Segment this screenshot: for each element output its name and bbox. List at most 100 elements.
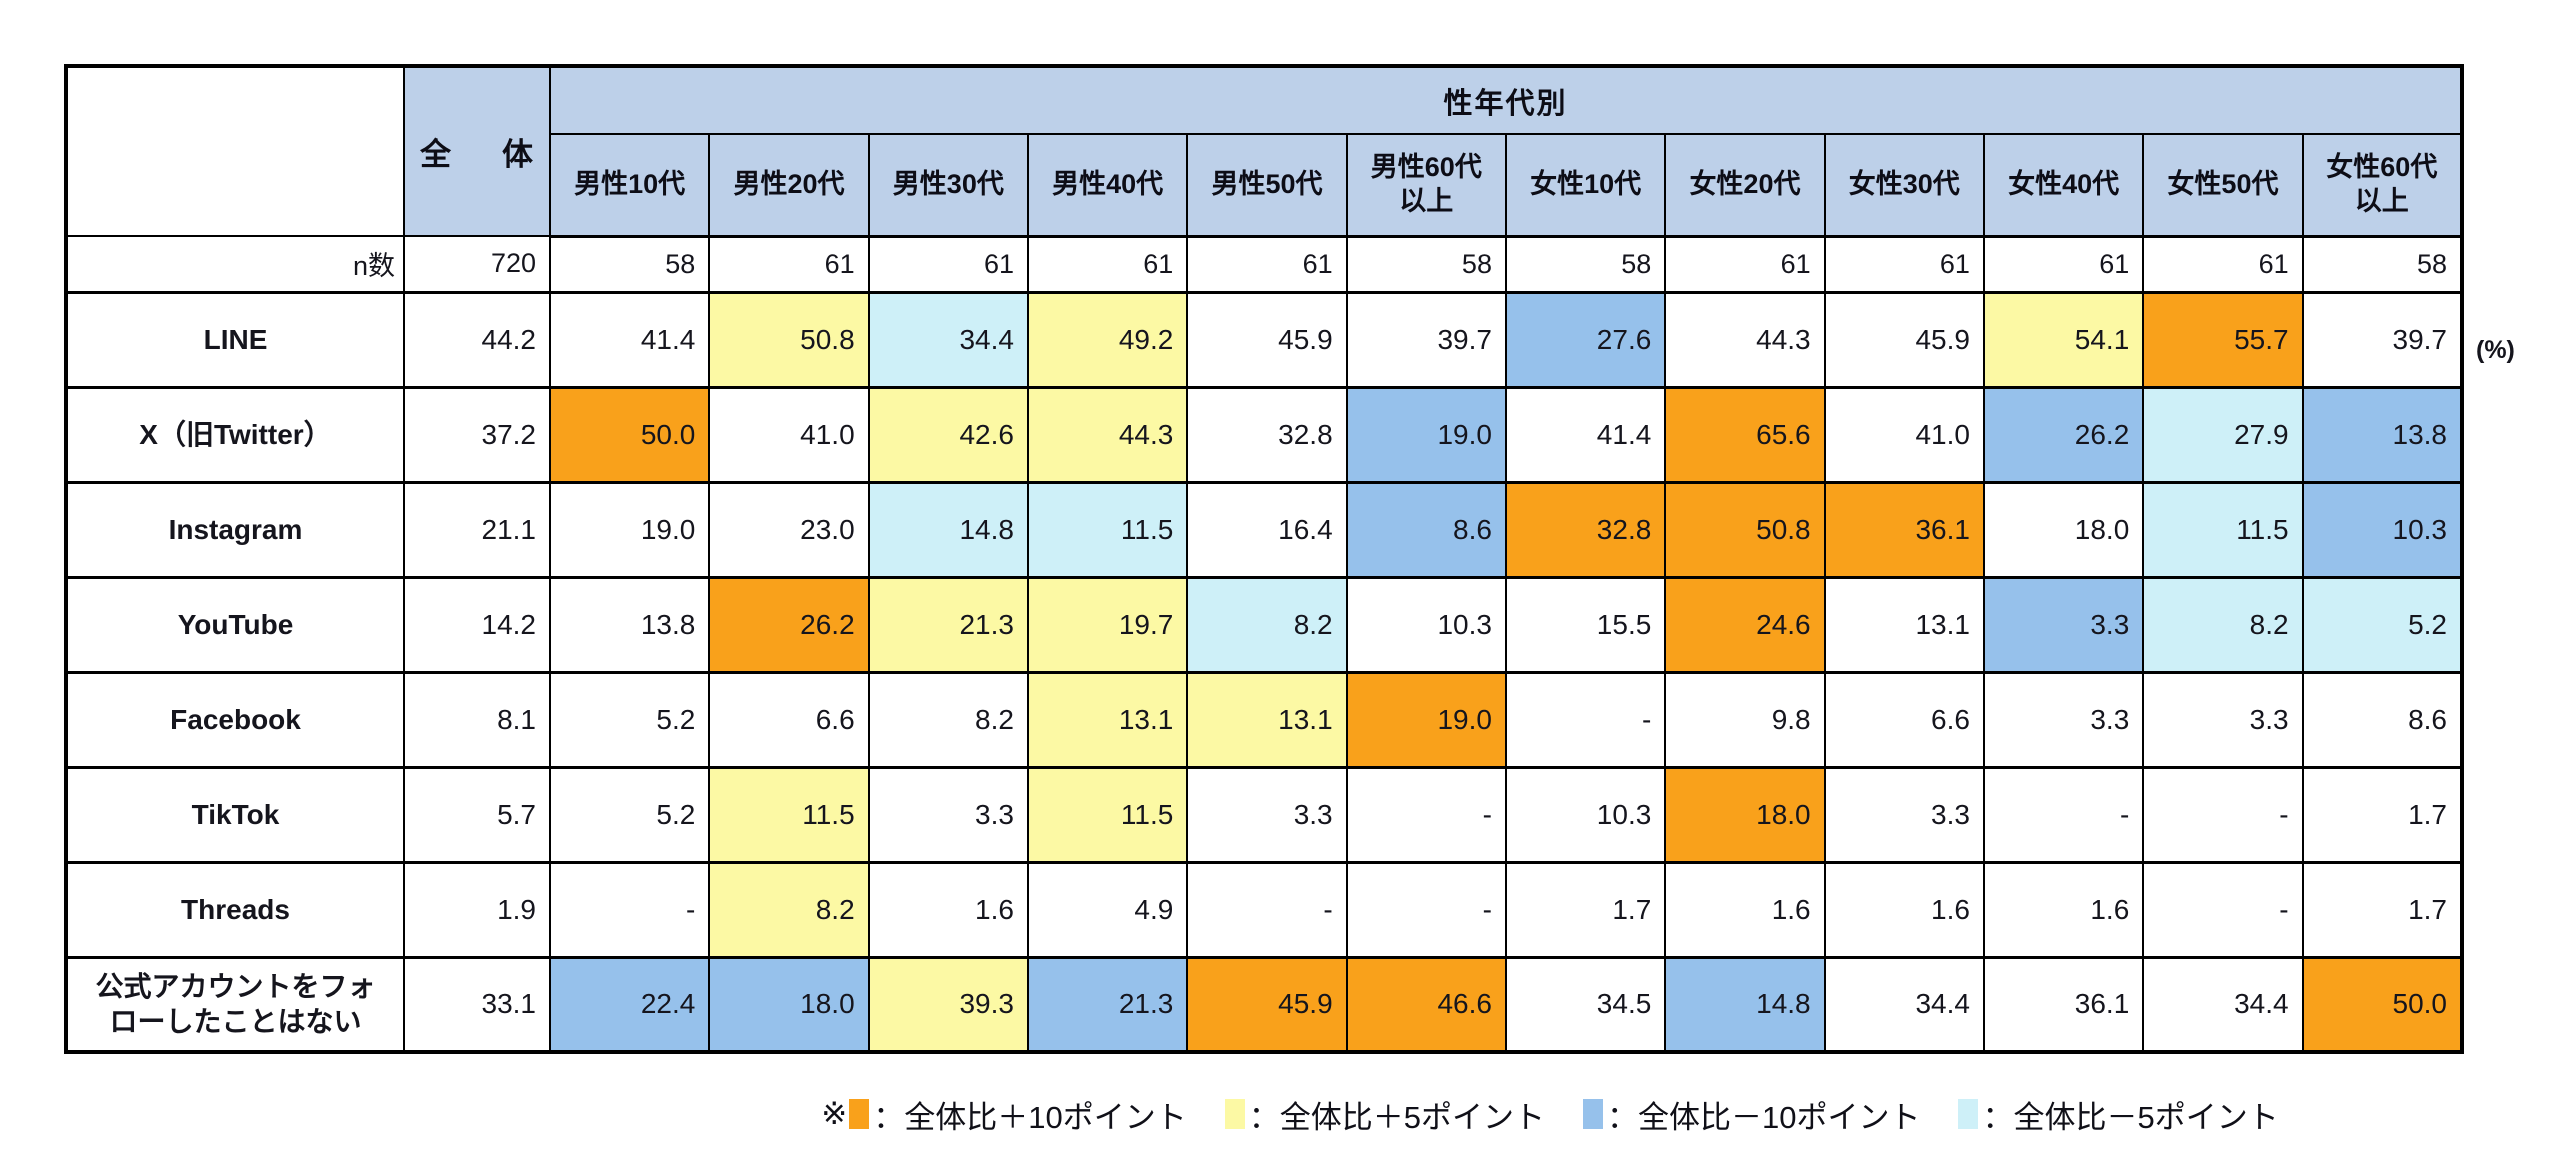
value-cell: 3.3	[867, 765, 1029, 864]
n-count-cell: 58	[1345, 235, 1507, 294]
value-cell: 34.4	[867, 290, 1029, 389]
value-cell: 34.5	[1504, 955, 1667, 1054]
value-cell: 50.8	[1664, 480, 1826, 579]
n-count-cell: 61	[2142, 235, 2304, 294]
table-row: TikTok 5.7 5.2 11.5 3.3 11.5 3.3-10.3 18.0 3.3- -…	[65, 765, 2464, 864]
value-cell: 13.1	[1823, 575, 1985, 674]
legend-item-label: ：全体比－10ポイント	[1606, 1099, 1921, 1135]
legend-color-chip-p5	[1224, 1099, 1245, 1129]
value-cell: 4.9	[1026, 860, 1189, 959]
value-cell: 19.0	[1345, 670, 1507, 769]
value-cell: -	[548, 860, 711, 959]
table-row: 公式アカウントをフォ ローしたことはない 33.1 22.4 18.0 39.3 21.3…	[65, 955, 2464, 1054]
column-header: 女性10代	[1504, 133, 1667, 238]
value-cell: 42.6	[867, 385, 1029, 484]
n-count-cell: 720	[403, 235, 551, 294]
legend-note-mark: ※	[821, 1096, 848, 1131]
column-header: 男性30代	[867, 133, 1029, 238]
legend-item: ※ ：全体比＋10ポイント	[821, 1092, 1186, 1137]
row-label: YouTube	[65, 575, 405, 674]
value-cell: 8.1	[403, 670, 551, 769]
value-cell: 13.1	[1026, 670, 1189, 769]
value-cell: 16.4	[1186, 480, 1348, 579]
table-row: Facebook 8.1 5.2 6.6 8.2 13.1 13.1 19.0-9.8 6.6 3…	[65, 670, 2464, 769]
value-cell: 45.9	[1186, 955, 1348, 1054]
table-row: Threads 1.9-8.2 1.6 4.9- -1.7 1.6 1.6 1.6-1.7	[65, 860, 2464, 959]
value-cell: 14.2	[403, 575, 551, 674]
legend-item-label: ：全体比＋10ポイント	[873, 1099, 1187, 1135]
value-cell: 5.7	[403, 765, 551, 864]
value-cell: 21.3	[1026, 955, 1189, 1054]
value-cell: 3.3	[1186, 765, 1348, 864]
value-cell: 3.3	[1823, 765, 1985, 864]
value-cell: -	[1345, 765, 1507, 864]
value-cell: 1.7	[2301, 765, 2464, 864]
value-cell: 11.5	[1026, 765, 1189, 864]
group-header: 性年代別	[549, 65, 2463, 135]
value-cell: 39.3	[867, 955, 1029, 1054]
unit-label: (%)	[2476, 336, 2515, 364]
value-cell: -	[1982, 765, 2145, 864]
value-cell: -	[2142, 765, 2304, 864]
value-cell: -	[1504, 670, 1667, 769]
value-cell: 36.1	[1982, 955, 2145, 1054]
value-cell: 19.0	[1345, 385, 1507, 484]
value-cell: -	[2142, 860, 2304, 959]
row-label: TikTok	[65, 765, 405, 864]
value-cell: 1.6	[1982, 860, 2145, 959]
value-cell: 21.1	[403, 480, 551, 579]
legend-color-chip-m5	[1958, 1099, 1979, 1129]
table-row: X（旧Twitter） 37.2 50.0 41.0 42.6 44.3 32.8 19.0 4…	[65, 385, 2464, 484]
n-count-cell: 58	[1504, 235, 1667, 294]
value-cell: 8.2	[1186, 575, 1348, 674]
value-cell: -	[1345, 860, 1507, 959]
n-count-cell: 58	[548, 235, 711, 294]
value-cell: 8.6	[2301, 670, 2464, 769]
value-cell: 18.0	[1664, 765, 1826, 864]
legend-item: ：全体比＋5ポイント	[1224, 1092, 1545, 1137]
legend-color-chip-p10	[849, 1099, 870, 1129]
value-cell: 1.6	[1823, 860, 1985, 959]
corner-blank-cell	[65, 65, 405, 237]
value-cell: 22.4	[548, 955, 711, 1054]
table-area: 全 体 性年代別 男性10代 男性20代 男性30代 男性40代 男性50代 男性60代 …	[64, 64, 2515, 1054]
legend-item-label: ：全体比－5ポイント	[1982, 1099, 2279, 1135]
value-cell: 13.1	[1186, 670, 1348, 769]
value-cell: 5.2	[548, 670, 711, 769]
value-cell: 11.5	[708, 765, 870, 864]
column-header: 女性20代	[1664, 133, 1826, 238]
value-cell: 41.4	[548, 290, 711, 389]
value-cell: 27.9	[2142, 385, 2304, 484]
n-count-cell: 61	[867, 235, 1029, 294]
n-count-cell: 61	[1982, 235, 2145, 294]
value-cell: 46.6	[1345, 955, 1507, 1054]
value-cell: 49.2	[1026, 290, 1189, 389]
column-header: 女性30代	[1823, 133, 1985, 238]
value-cell: 10.3	[1345, 575, 1507, 674]
value-cell: 44.3	[1664, 290, 1826, 389]
value-cell: 32.8	[1186, 385, 1348, 484]
value-cell: 1.6	[1664, 860, 1826, 959]
value-cell: 6.6	[1823, 670, 1985, 769]
value-cell: 34.4	[2142, 955, 2304, 1054]
value-cell: 45.9	[1186, 290, 1348, 389]
survey-table: 全 体 性年代別 男性10代 男性20代 男性30代 男性40代 男性50代 男性60代 …	[64, 64, 2464, 1054]
n-count-cell: 61	[708, 235, 870, 294]
value-cell: 3.3	[1982, 575, 2145, 674]
legend-item-label: ：全体比＋5ポイント	[1248, 1099, 1545, 1135]
column-header: 男性10代	[548, 133, 711, 238]
value-cell: 36.1	[1823, 480, 1985, 579]
value-cell: 41.4	[1504, 385, 1667, 484]
value-cell: 39.7	[2301, 290, 2464, 389]
n-count-cell: 61	[1664, 235, 1826, 294]
value-cell: 44.3	[1026, 385, 1189, 484]
value-cell: 41.0	[708, 385, 870, 484]
value-cell: 1.7	[2301, 860, 2464, 959]
value-cell: 1.6	[867, 860, 1029, 959]
value-cell: 37.2	[403, 385, 551, 484]
n-count-cell: 61	[1026, 235, 1189, 294]
value-cell: 23.0	[708, 480, 870, 579]
value-cell: 34.4	[1823, 955, 1985, 1054]
value-cell: 5.2	[548, 765, 711, 864]
value-cell: 41.0	[1823, 385, 1985, 484]
